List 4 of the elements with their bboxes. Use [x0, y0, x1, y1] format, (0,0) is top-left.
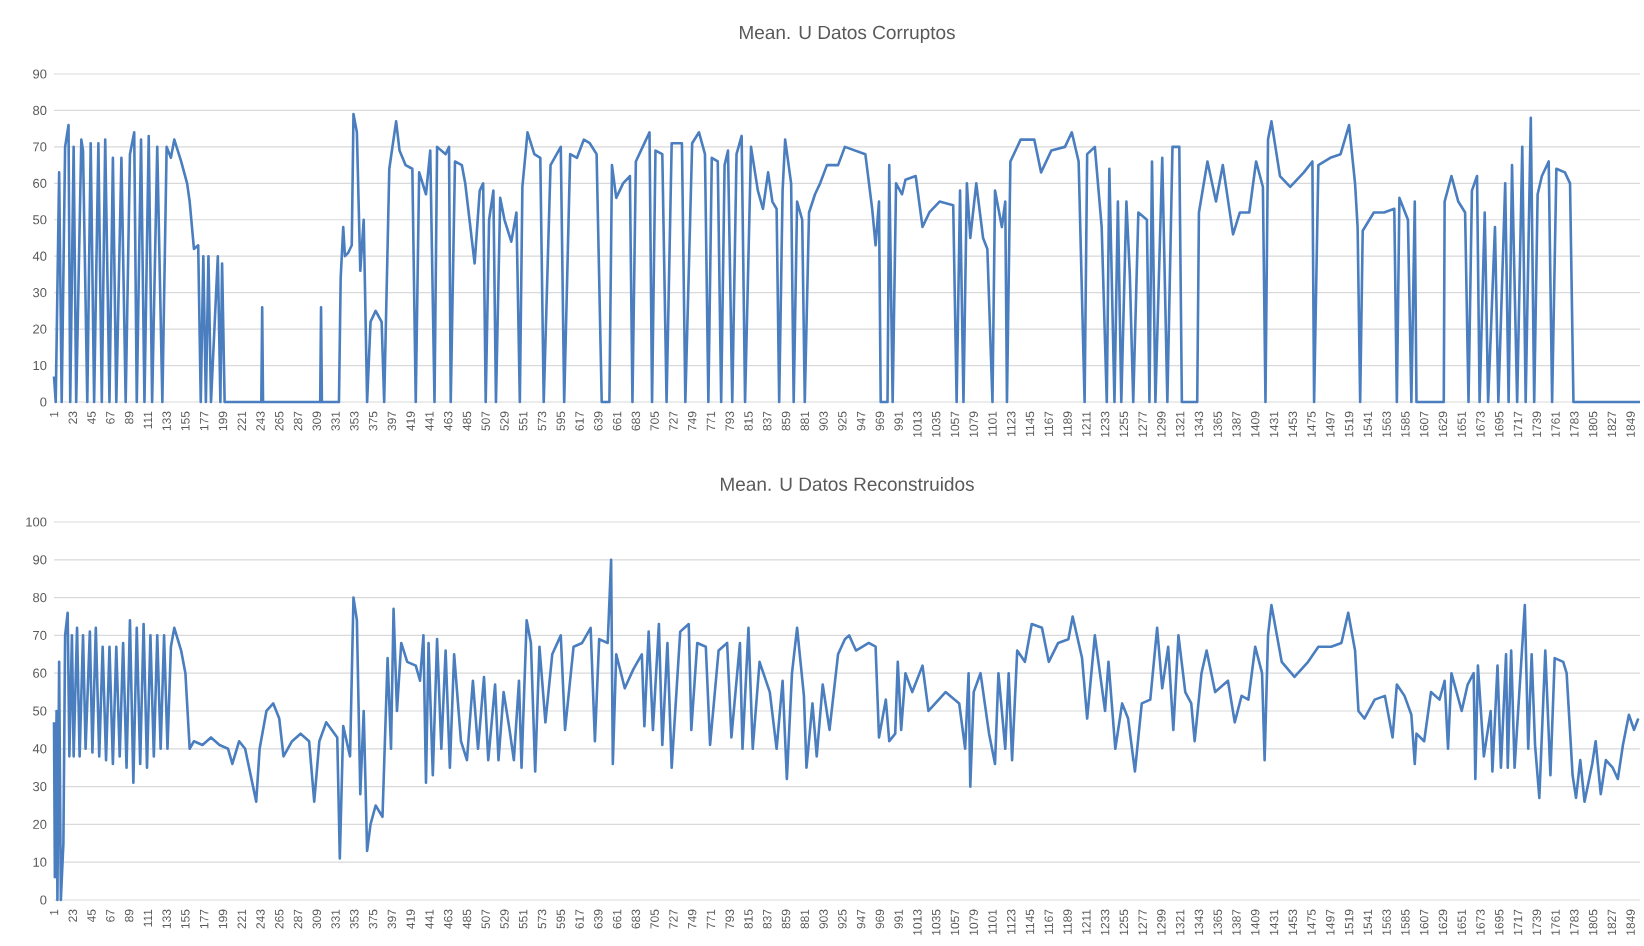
- line-series: [52, 112, 1642, 404]
- chart-title: Mean. U Datos Corruptos: [739, 25, 955, 43]
- line-series: [52, 558, 1640, 902]
- chart-title: Mean. U Datos Reconstruidos: [720, 476, 974, 491]
